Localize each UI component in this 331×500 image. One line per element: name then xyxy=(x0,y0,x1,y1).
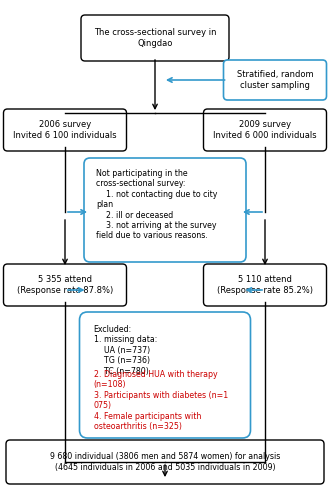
Text: The cross-sectional survey in
Qingdao: The cross-sectional survey in Qingdao xyxy=(94,28,216,48)
FancyBboxPatch shape xyxy=(79,312,251,438)
FancyBboxPatch shape xyxy=(84,158,246,262)
Text: 5 110 attend
(Response rate 85.2%): 5 110 attend (Response rate 85.2%) xyxy=(217,276,313,294)
Text: 5 355 attend
(Response rate 87.8%): 5 355 attend (Response rate 87.8%) xyxy=(17,276,113,294)
FancyBboxPatch shape xyxy=(81,15,229,61)
FancyBboxPatch shape xyxy=(6,440,324,484)
Text: 9 680 individual (3806 men and 5874 women) for analysis
(4645 individuals in 200: 9 680 individual (3806 men and 5874 wome… xyxy=(50,452,280,471)
Text: Stratified, random
cluster sampling: Stratified, random cluster sampling xyxy=(237,70,313,90)
Text: 2009 survey
Invited 6 000 individuals: 2009 survey Invited 6 000 individuals xyxy=(213,120,317,140)
FancyBboxPatch shape xyxy=(204,264,326,306)
Text: 2006 survey
Invited 6 100 individuals: 2006 survey Invited 6 100 individuals xyxy=(13,120,117,140)
Text: 2. Diagnosed HUA with therapy
(n=108)
3. Participants with diabetes (n=1
075)
4.: 2. Diagnosed HUA with therapy (n=108) 3.… xyxy=(93,370,228,431)
Text: Excluded:
1. missing data:
    UA (n=737)
    TG (n=736)
    TC (n=780): Excluded: 1. missing data: UA (n=737) TG… xyxy=(93,325,157,376)
FancyBboxPatch shape xyxy=(204,109,326,151)
FancyBboxPatch shape xyxy=(223,60,326,100)
FancyBboxPatch shape xyxy=(4,264,126,306)
FancyBboxPatch shape xyxy=(4,109,126,151)
Text: Not participating in the
cross-sectional survey:
    1. not contacting due to ci: Not participating in the cross-sectional… xyxy=(96,169,217,240)
